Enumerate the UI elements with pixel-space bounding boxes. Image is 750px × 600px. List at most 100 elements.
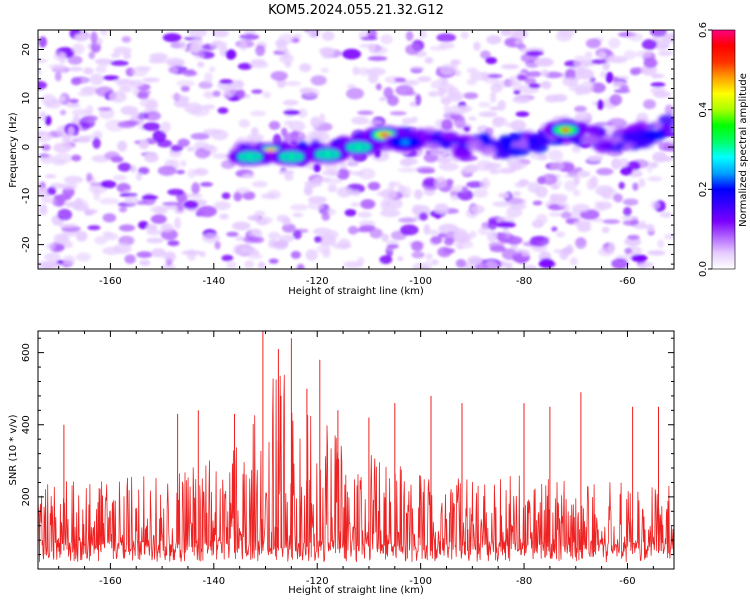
speckle xyxy=(548,212,563,217)
speckle xyxy=(45,115,52,126)
speckle xyxy=(573,175,580,186)
speckle xyxy=(39,203,48,216)
speckle xyxy=(580,81,595,92)
speckle xyxy=(246,133,264,141)
speckle xyxy=(600,71,607,78)
speckle xyxy=(114,79,132,85)
speckle xyxy=(90,31,98,44)
speckle xyxy=(650,82,666,88)
ridge-blob xyxy=(480,145,497,156)
speckle xyxy=(314,235,322,243)
speckle xyxy=(117,162,132,172)
speckle xyxy=(622,220,640,226)
speckle xyxy=(366,67,386,76)
speckle xyxy=(397,167,418,173)
hotspot xyxy=(543,121,588,139)
speckle xyxy=(514,39,523,46)
speckle xyxy=(633,223,649,230)
speckle xyxy=(219,79,234,85)
speckle xyxy=(548,149,564,161)
speckle xyxy=(289,131,306,142)
spectrogram-ytick-label: 20 xyxy=(21,43,32,56)
speckle xyxy=(86,172,93,182)
speckle xyxy=(321,51,334,59)
speckle xyxy=(299,87,314,94)
speckle xyxy=(459,169,471,175)
speckle xyxy=(113,46,132,55)
speckle xyxy=(75,252,92,262)
speckle xyxy=(618,181,625,190)
speckle xyxy=(401,80,420,86)
speckle xyxy=(350,202,361,207)
speckle xyxy=(638,178,646,188)
speckle xyxy=(136,200,148,205)
speckle xyxy=(415,94,422,106)
speckle xyxy=(506,206,523,218)
speckle xyxy=(422,177,438,188)
speckle xyxy=(389,181,402,188)
speckle xyxy=(385,198,403,210)
spectrogram-xlabel: Height of straight line (km) xyxy=(288,286,424,297)
speckle xyxy=(488,241,505,249)
speckle xyxy=(39,111,47,121)
speckle xyxy=(212,153,230,159)
speckle xyxy=(496,221,516,228)
speckle xyxy=(375,83,382,91)
ridge-blob xyxy=(620,131,639,143)
speckle xyxy=(650,162,659,169)
speckle xyxy=(82,115,98,122)
speckle xyxy=(270,71,288,81)
speckle xyxy=(251,127,259,136)
speckle xyxy=(418,212,429,221)
speckle xyxy=(284,120,294,127)
speckle xyxy=(112,174,127,181)
speckle xyxy=(652,73,665,79)
ridge-blob xyxy=(297,141,308,151)
speckle xyxy=(69,98,79,104)
ridge-blob xyxy=(598,140,615,147)
speckle xyxy=(38,80,47,90)
speckle xyxy=(92,137,101,149)
speckle xyxy=(564,180,577,192)
speckle xyxy=(493,117,508,126)
snr-xlabel: Height of straight line (km) xyxy=(288,585,424,596)
speckle xyxy=(53,142,72,153)
speckle xyxy=(221,160,235,169)
speckle xyxy=(512,96,531,104)
speckle xyxy=(358,220,376,227)
speckle xyxy=(623,198,639,206)
snr-series xyxy=(38,331,674,563)
hotspot-ring xyxy=(560,128,570,132)
speckle xyxy=(95,66,107,73)
speckle xyxy=(83,67,94,75)
speckle xyxy=(59,109,67,116)
speckle xyxy=(256,218,269,226)
speckle xyxy=(160,223,174,233)
snr-ytick-label: 600 xyxy=(21,343,32,362)
speckle xyxy=(268,231,281,240)
speckle xyxy=(526,71,542,78)
speckle xyxy=(500,64,520,70)
ridge-blob xyxy=(658,114,674,126)
spectrogram-heatmap xyxy=(38,30,674,269)
speckle xyxy=(589,76,596,84)
speckle xyxy=(182,70,198,77)
speckle xyxy=(62,134,72,144)
speckle xyxy=(304,180,323,188)
speckle xyxy=(74,197,83,209)
speckle xyxy=(233,191,243,202)
speckle xyxy=(53,51,66,61)
speckle xyxy=(437,232,447,238)
speckle xyxy=(636,112,649,125)
speckle xyxy=(488,218,498,231)
speckle xyxy=(656,156,674,162)
speckle xyxy=(520,47,527,54)
speckle xyxy=(609,94,623,106)
speckle xyxy=(247,215,260,221)
speckle xyxy=(356,228,373,233)
speckle xyxy=(70,77,82,86)
speckle xyxy=(214,241,221,250)
speckle xyxy=(663,144,674,152)
speckle xyxy=(532,200,543,206)
speckle xyxy=(632,182,639,191)
